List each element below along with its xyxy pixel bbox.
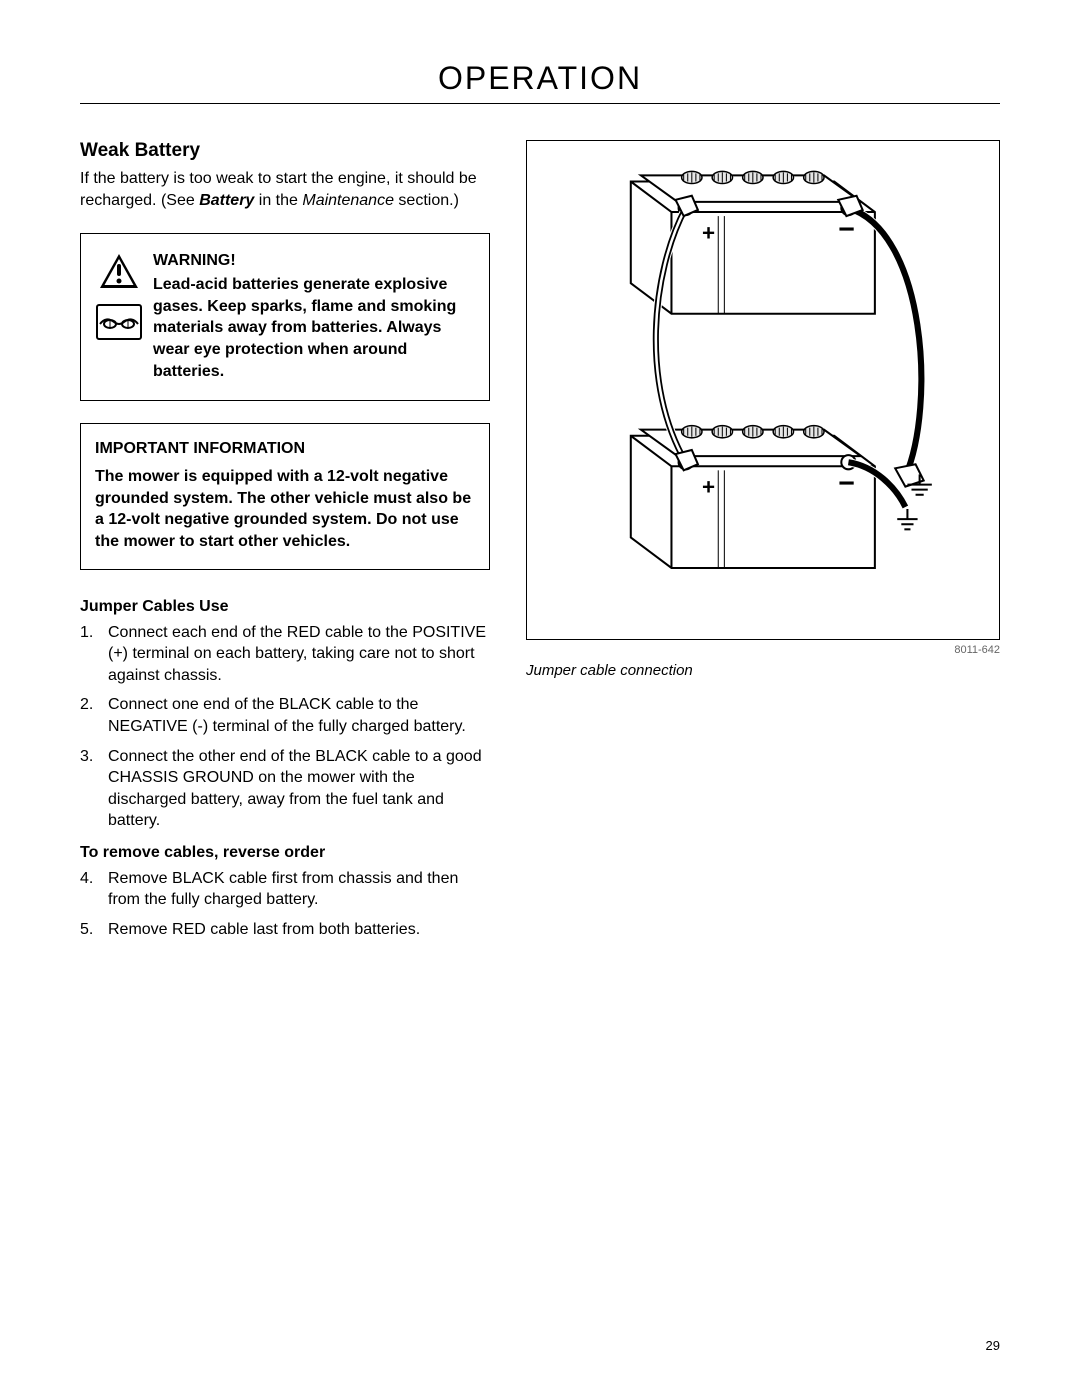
warning-box: WARNING! Lead-acid batteries generate ex… [80, 233, 490, 401]
figure-box: + − [526, 140, 1000, 640]
ground-symbol-lower [897, 509, 917, 529]
list-item: Remove RED cable last from both batterie… [80, 919, 490, 941]
page-title: OPERATION [80, 60, 1000, 97]
title-rule [80, 103, 1000, 104]
list-item: Remove BLACK cable first from chassis an… [80, 868, 490, 911]
section-heading: Weak Battery [80, 140, 490, 162]
important-body: The mower is equipped with a 12-volt neg… [95, 466, 475, 552]
page-number: 29 [986, 1338, 1000, 1353]
battery-bottom [631, 426, 875, 568]
intro-italic: Maintenance [302, 192, 394, 209]
important-info-box: IMPORTANT INFORMATION The mower is equip… [80, 423, 490, 569]
remove-cables-heading: To remove cables, reverse order [80, 844, 490, 862]
list-item: Connect each end of the RED cable to the… [80, 622, 490, 687]
important-title: IMPORTANT INFORMATION [95, 440, 475, 458]
remove-steps-list: Remove BLACK cable first from chassis an… [80, 868, 490, 941]
right-column: + − [526, 140, 1000, 949]
warning-triangle-icon [98, 252, 140, 290]
intro-bold-italic: Battery [199, 192, 254, 209]
intro-mid: in the [254, 192, 302, 209]
warning-body: Lead-acid batteries generate explosive g… [153, 274, 475, 382]
warning-text: WARNING! Lead-acid batteries generate ex… [153, 252, 475, 382]
left-column: Weak Battery If the battery is too weak … [80, 140, 490, 949]
warning-title: WARNING! [153, 252, 475, 270]
list-item: Connect one end of the BLACK cable to th… [80, 694, 490, 737]
jumper-cables-heading: Jumper Cables Use [80, 598, 490, 616]
jumper-steps-list: Connect each end of the RED cable to the… [80, 622, 490, 832]
figure-caption: Jumper cable connection [526, 662, 1000, 679]
warning-icons [95, 252, 143, 382]
jumper-cable-diagram: + − [537, 151, 989, 629]
figure-code: 8011-642 [526, 644, 1000, 656]
goggles-icon [96, 304, 142, 340]
intro-post: section.) [394, 192, 459, 209]
list-item: Connect the other end of the BLACK cable… [80, 746, 490, 832]
intro-paragraph: If the battery is too weak to start the … [80, 168, 490, 211]
